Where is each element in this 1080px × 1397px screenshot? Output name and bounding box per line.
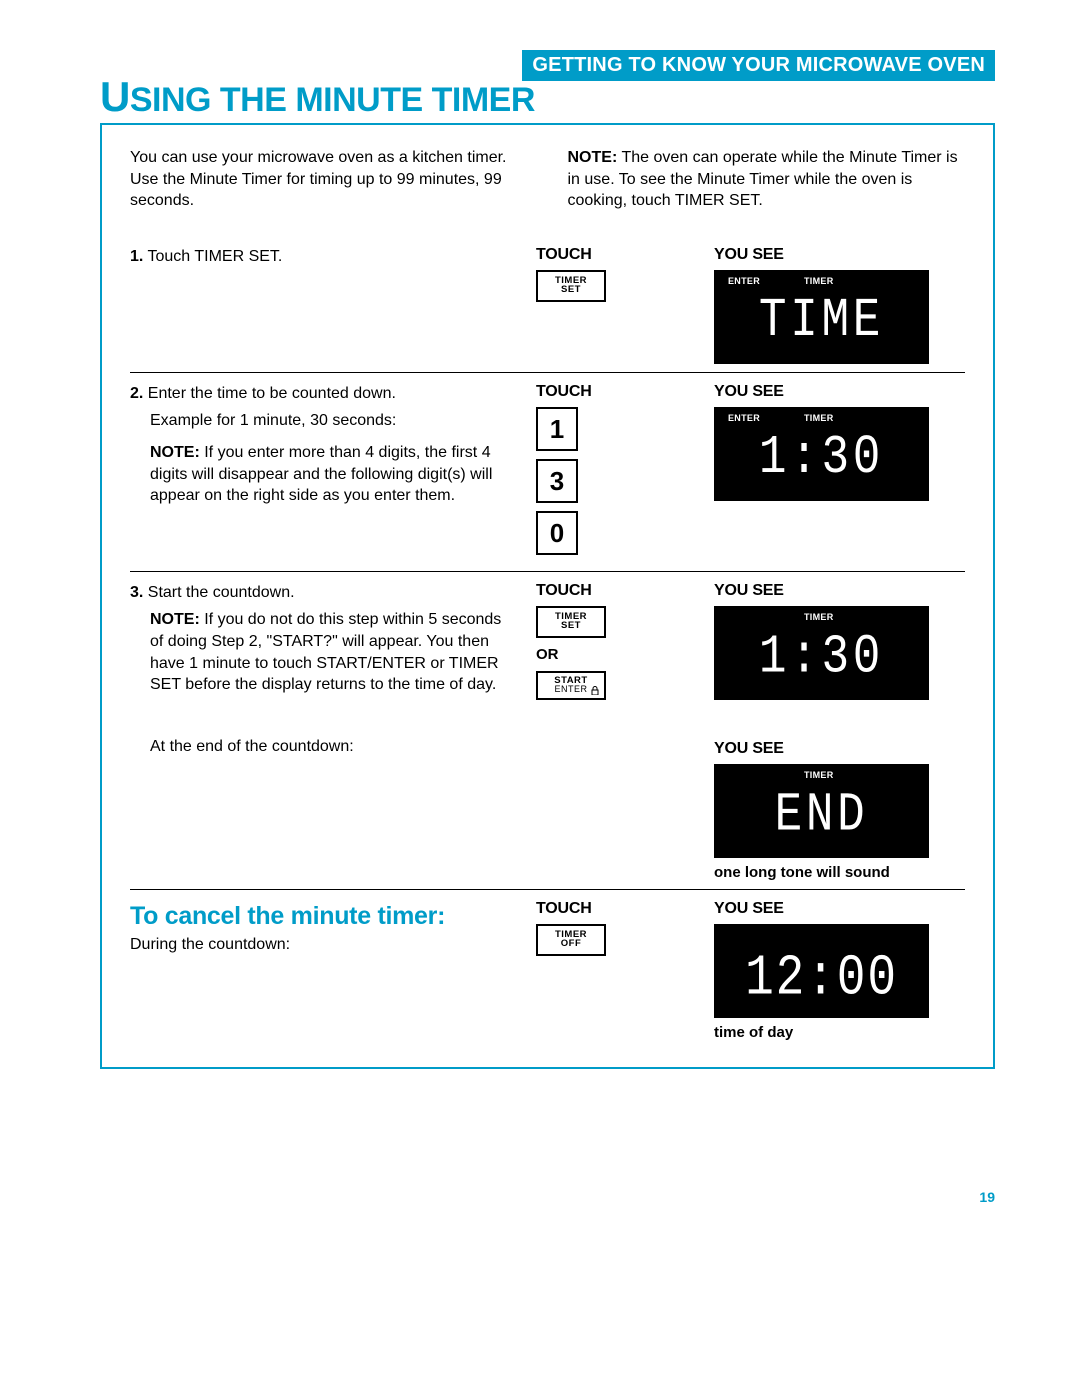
yousee-head: YOU SEE xyxy=(714,383,965,401)
intro-right-rest: The oven can operate while the Minute Ti… xyxy=(568,149,958,209)
disp-timer: TIMER xyxy=(804,413,834,423)
cancel-yousee: YOU SEE 12:00 time of day xyxy=(714,900,965,1041)
yousee-head: YOU SEE xyxy=(714,740,965,758)
step2-text-span: Enter the time to be counted down. xyxy=(143,385,396,402)
step3-yousee: YOU SEE TIMER 1:30 YOU SEE TIMER END one… xyxy=(714,582,965,881)
digit-0[interactable]: 0 xyxy=(536,511,578,555)
touch-head: TOUCH xyxy=(536,582,696,600)
note-label: NOTE: xyxy=(568,149,618,166)
btn-l2: OFF xyxy=(538,939,604,949)
step3-text-span: Start the countdown. xyxy=(143,584,294,601)
title-prefix: U xyxy=(100,73,130,120)
step2-yousee: YOU SEE ENTER TIMER 1:30 xyxy=(714,383,965,563)
step-3: 3. Start the countdown. NOTE: If you do … xyxy=(130,572,965,881)
step-2: 2. Enter the time to be counted down. Ex… xyxy=(130,373,965,563)
step2-num: 2. xyxy=(130,385,143,402)
header-label: GETTING TO KNOW YOUR MICROWAVE OVEN xyxy=(522,50,995,81)
step-1: 1. Touch TIMER SET. TOUCH TIMER SET YOU … xyxy=(130,236,965,364)
display-time: ENTER TIMER TIME xyxy=(714,270,929,364)
step2-touch: TOUCH 1 3 0 xyxy=(536,383,696,563)
step3-note-rest: If you do not do this step within 5 seco… xyxy=(150,611,501,693)
disp4-caption: one long tone will sound xyxy=(714,864,965,881)
yousee-head: YOU SEE xyxy=(714,246,965,264)
timer-set-button[interactable]: TIMER SET xyxy=(536,606,606,638)
disp5-caption: time of day xyxy=(714,1024,965,1041)
digit-3[interactable]: 3 xyxy=(536,459,578,503)
timer-set-button[interactable]: TIMER SET xyxy=(536,270,606,302)
intro-row: You can use your microwave oven as a kit… xyxy=(130,147,965,212)
content-box: You can use your microwave oven as a kit… xyxy=(100,123,995,1069)
step1-text: 1. Touch TIMER SET. xyxy=(130,246,518,364)
page-number: 19 xyxy=(100,1189,995,1205)
step1-touch: TOUCH TIMER SET xyxy=(536,246,696,364)
step3-num: 3. xyxy=(130,584,143,601)
step2-example: Example for 1 minute, 30 seconds: xyxy=(130,410,508,432)
disp-timer: TIMER xyxy=(804,770,834,780)
cancel-text: During the countdown: xyxy=(130,934,508,956)
disp-text: END xyxy=(723,784,921,847)
cancel-left: To cancel the minute timer: During the c… xyxy=(130,900,518,1041)
disp-timer: TIMER xyxy=(804,612,834,622)
step1-num: 1. xyxy=(130,248,143,265)
step2-text: 2. Enter the time to be counted down. Ex… xyxy=(130,383,518,563)
step4-text: At the end of the countdown: xyxy=(130,736,508,758)
step2-note-rest: If you enter more than 4 digits, the fir… xyxy=(150,444,492,504)
disp-text: TIME xyxy=(723,290,921,353)
touch-head: TOUCH xyxy=(536,383,696,401)
intro-left: You can use your microwave oven as a kit… xyxy=(130,147,528,212)
intro-right: NOTE: The oven can operate while the Min… xyxy=(568,147,966,212)
title-rest: SING THE MINUTE TIMER xyxy=(130,81,535,119)
display-130-run: TIMER 1:30 xyxy=(714,606,929,700)
touch-head: TOUCH xyxy=(536,246,696,264)
timer-off-button[interactable]: TIMER OFF xyxy=(536,924,606,956)
step3-touch: TOUCH TIMER SET OR START ENTER xyxy=(536,582,696,881)
lock-icon xyxy=(591,686,599,695)
display-130: ENTER TIMER 1:30 xyxy=(714,407,929,501)
btn-l2: SET xyxy=(538,621,604,631)
step3-note-b: NOTE: xyxy=(150,611,200,628)
yousee-head: YOU SEE xyxy=(714,582,965,600)
step2-note-b: NOTE: xyxy=(150,444,200,461)
manual-page: GETTING TO KNOW YOUR MICROWAVE OVEN USIN… xyxy=(0,0,1080,1245)
disp-enter: ENTER xyxy=(728,276,760,286)
disp-text: 12:00 xyxy=(723,946,921,1011)
cancel-step: To cancel the minute timer: During the c… xyxy=(130,890,965,1041)
cancel-touch: TOUCH TIMER OFF xyxy=(536,900,696,1041)
step1-yousee: YOU SEE ENTER TIMER TIME xyxy=(714,246,965,364)
step1-text-span: Touch TIMER SET. xyxy=(143,248,282,265)
btn-l2: SET xyxy=(538,285,604,295)
step3-text: 3. Start the countdown. NOTE: If you do … xyxy=(130,582,518,881)
touch-head: TOUCH xyxy=(536,900,696,918)
disp-enter: ENTER xyxy=(728,413,760,423)
digit-1[interactable]: 1 xyxy=(536,407,578,451)
or-label: OR xyxy=(536,646,696,663)
display-end: TIMER END xyxy=(714,764,929,858)
cancel-head: To cancel the minute timer: xyxy=(130,900,508,934)
disp-timer: TIMER xyxy=(804,276,834,286)
yousee-head: YOU SEE xyxy=(714,900,965,918)
disp-text: 1:30 xyxy=(723,626,921,689)
display-timeofday: 12:00 xyxy=(714,924,929,1018)
disp-text: 1:30 xyxy=(723,427,921,490)
start-enter-button[interactable]: START ENTER xyxy=(536,671,606,701)
